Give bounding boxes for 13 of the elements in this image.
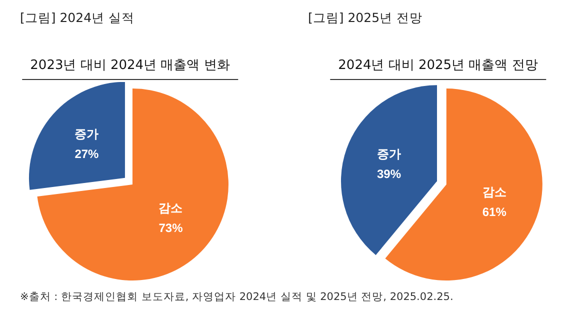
data-label: 61% [482,204,507,219]
slice-label: 감소 [158,201,183,216]
text: ※출처 : 한국경제인협회 보도자료, 자영업자 2024년 실적 및 2025년 전망, 2025.02.25. [20,290,454,304]
data-label: 39% [376,166,402,181]
chart-subtitle: 2024년 대비 2025년 매출액 전망 [330,56,546,80]
slice-label: 증가 [74,127,99,142]
chart-subtitle: 2023년 대비 2024년 매출액 변화 [22,56,238,80]
slice-label: 감소 [482,184,506,199]
chart-title: [그림] 2024년 실적 [20,10,135,27]
slice-label: 증가 [377,146,402,161]
data-label: 73% [158,221,184,236]
chart-title: [그림] 2025년 전망 [308,10,423,27]
data-label: 27% [74,147,100,162]
